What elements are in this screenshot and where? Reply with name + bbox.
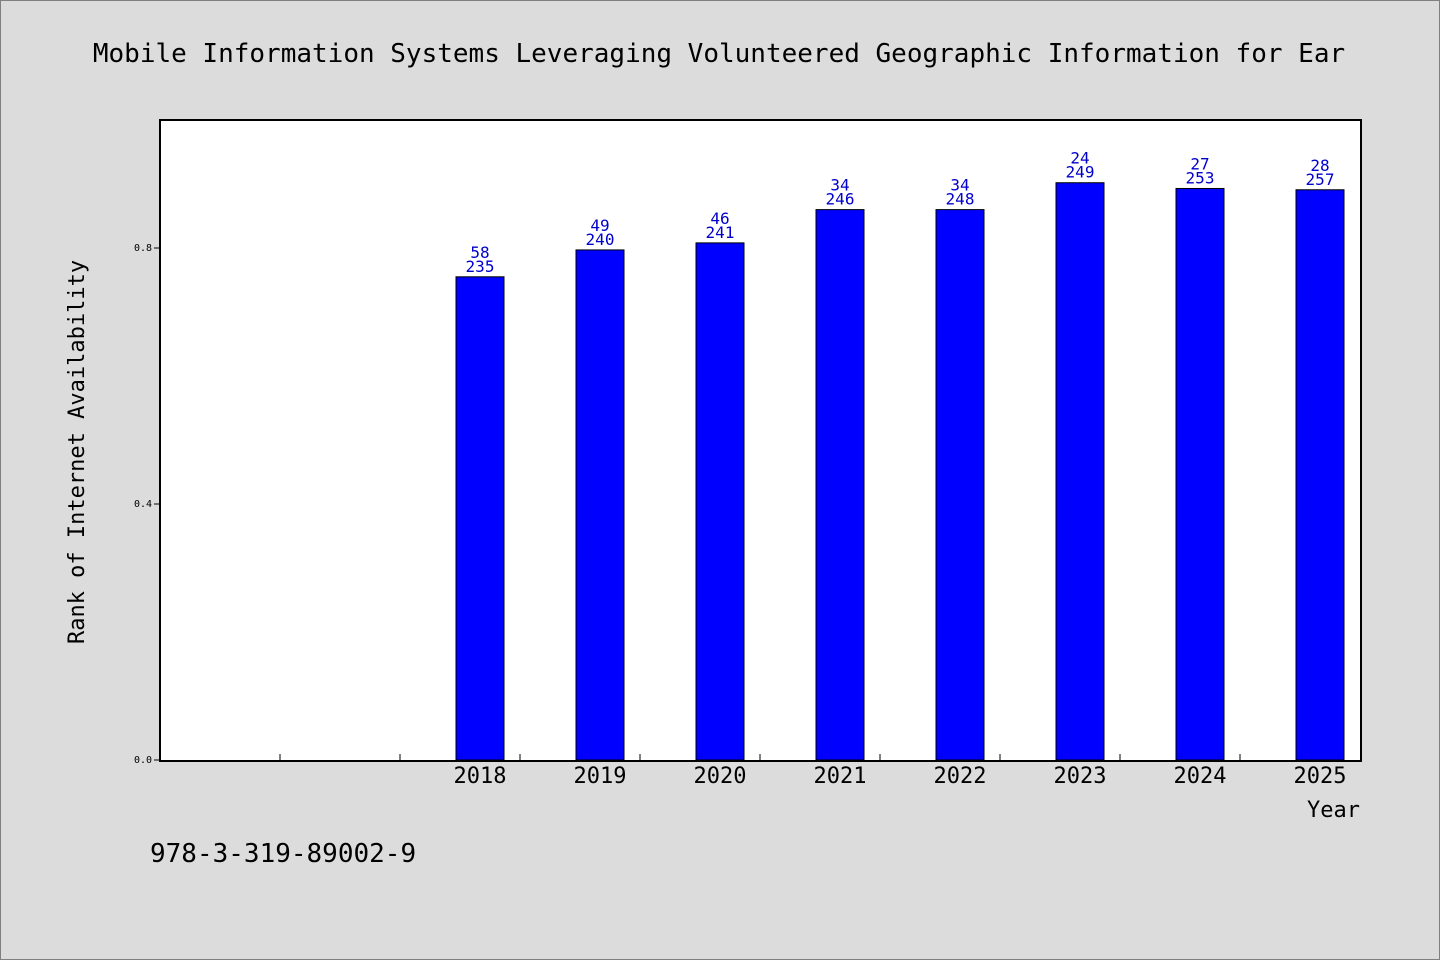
bar-value-label-top: 58 <box>470 243 489 262</box>
bar <box>1175 187 1225 761</box>
bar-value-label-top: 46 <box>710 209 729 228</box>
bar-value-label-bottom: 253 <box>1186 168 1215 187</box>
bar-value-label-top: 28 <box>1310 156 1329 175</box>
y-tick-label: 0.4 <box>134 499 152 510</box>
x-tick-label: 2019 <box>574 764 627 789</box>
bar <box>1055 182 1105 761</box>
bar-value-label-bottom: 240 <box>586 230 615 249</box>
bar <box>815 209 865 761</box>
bar-value-label-bottom: 235 <box>466 257 495 276</box>
bar <box>695 242 745 761</box>
y-axis-label: Rank of Internet Availability <box>65 260 90 644</box>
plot-area <box>159 119 1362 762</box>
x-axis-label: Year <box>1307 798 1360 823</box>
bar <box>455 276 505 761</box>
x-tick-label: 2025 <box>1294 764 1347 789</box>
bar <box>575 249 625 761</box>
ticks-layer: 0.0 0.4 0.8 2018 2019 2020 2021 2022 2023 2024 202… <box>134 243 1347 789</box>
x-tick-label: 2022 <box>934 764 987 789</box>
chart-title: Mobile Information Systems Leveraging Vo… <box>93 39 1345 69</box>
bar-value-label-top: 27 <box>1190 154 1209 173</box>
bar-value-label-bottom: 249 <box>1066 163 1095 182</box>
y-tick-label: 0.8 <box>134 243 152 254</box>
bar-value-label-bottom: 248 <box>946 190 975 209</box>
y-tick-label: 0.0 <box>134 755 152 766</box>
bar-value-label-top: 24 <box>1070 149 1089 168</box>
bar-value-label-bottom: 246 <box>826 190 855 209</box>
bar <box>935 209 985 761</box>
x-tick-label: 2018 <box>454 764 507 789</box>
x-tick-label: 2021 <box>814 764 867 789</box>
bar-value-label-bottom: 241 <box>706 223 735 242</box>
x-tick-label: 2023 <box>1054 764 1107 789</box>
bar-value-label-bottom: 257 <box>1306 170 1335 189</box>
bar-value-label-top: 34 <box>950 176 969 195</box>
x-tick-label: 2024 <box>1174 764 1227 789</box>
bar <box>1295 189 1345 761</box>
bar-value-label-top: 34 <box>830 176 849 195</box>
isbn-footer: 978-3-319-89002-9 <box>150 839 416 869</box>
x-tick-label: 2020 <box>694 764 747 789</box>
bar-value-label-top: 49 <box>590 216 609 235</box>
